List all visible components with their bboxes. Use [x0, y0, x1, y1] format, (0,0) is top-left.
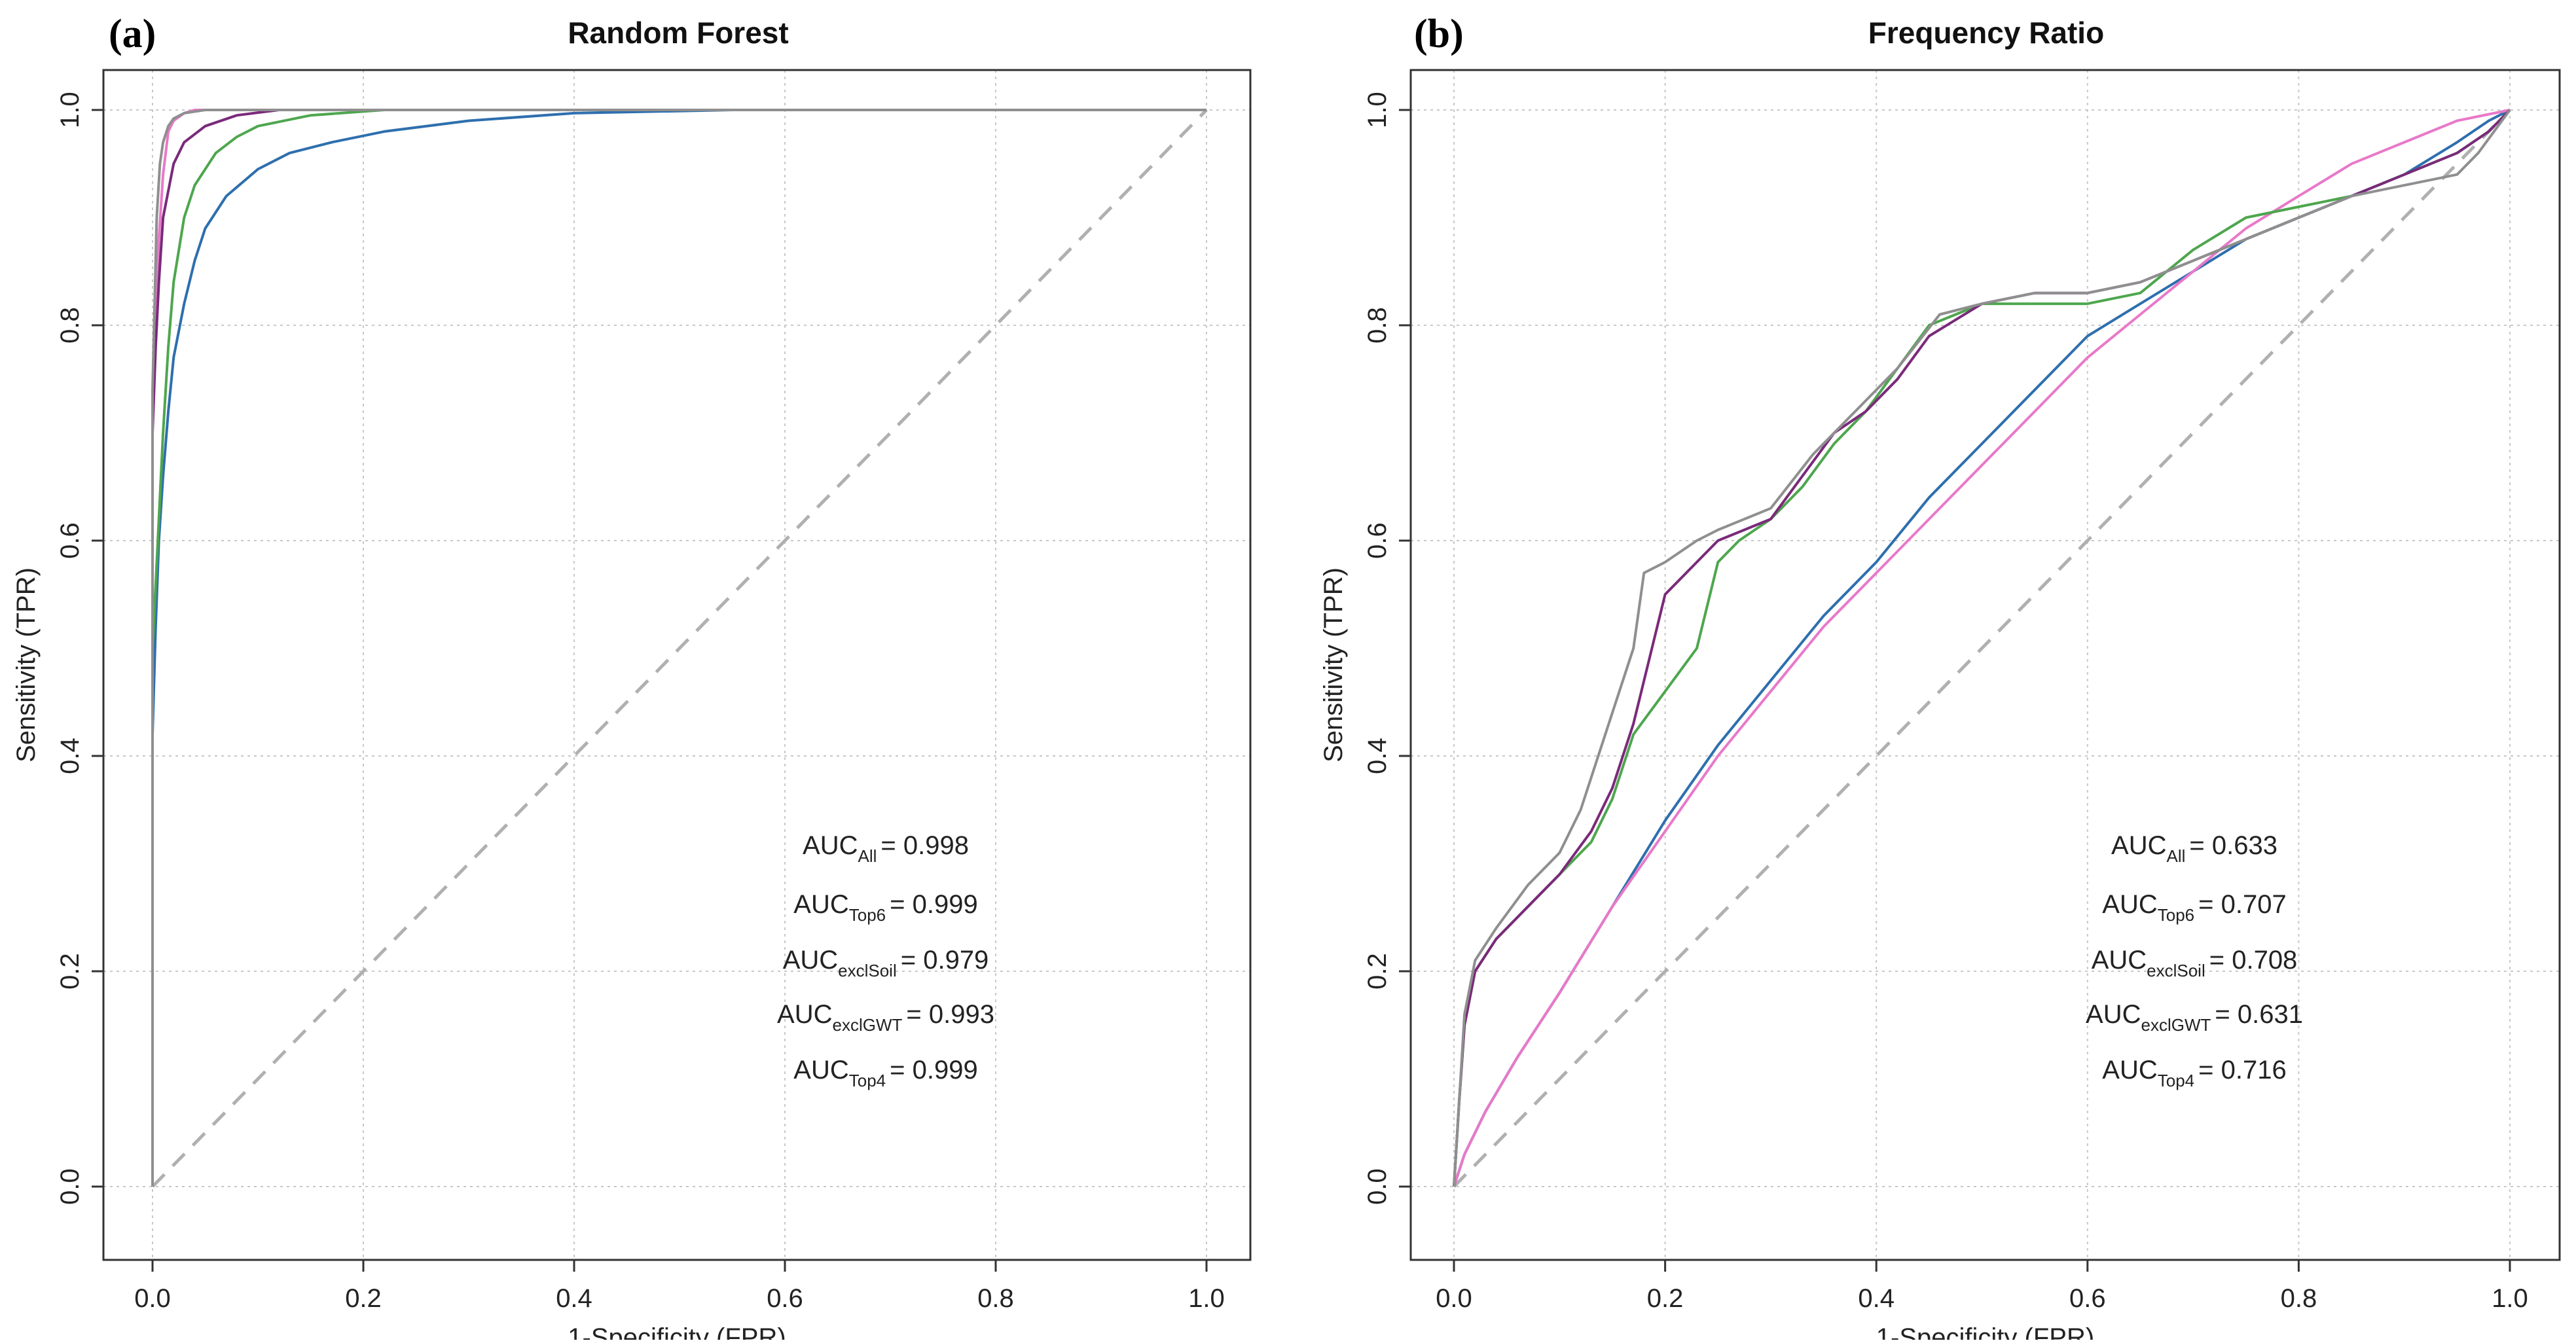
y-tick-label: 0.8 [1363, 307, 1392, 344]
auc-annotation-exclSoil: AUCexclSoil = 0.979 [783, 946, 989, 980]
panel-label: (a) [109, 12, 156, 56]
auc-annotation-Top6: AUCTop6 = 0.999 [793, 890, 977, 925]
auc-annotation-exclGWT: AUCexclGWT = 0.993 [777, 1000, 994, 1035]
x-tick-label: 0.8 [977, 1284, 1014, 1313]
auc-annotation-Top6: AUCTop6 = 0.707 [2102, 890, 2286, 925]
reference-diagonal-line [151, 109, 1208, 1188]
y-tick-label: 0.2 [56, 953, 84, 990]
auc-annotation-All: AUCAll = 0.998 [803, 831, 969, 866]
roc-curve-Top6 [1453, 109, 2511, 1187]
chart-title: Frequency Ratio [1868, 16, 2104, 50]
y-tick-label: 1.0 [56, 92, 84, 128]
y-tick-label: 0.4 [56, 738, 84, 774]
x-tick-label: 0.4 [556, 1284, 592, 1313]
reference-diagonal-line [1453, 109, 2511, 1188]
y-tick-label: 0.4 [1363, 738, 1392, 774]
y-tick-label: 0.6 [56, 522, 84, 559]
y-tick-label: 0.0 [1363, 1168, 1392, 1205]
x-tick-label: 0.8 [2281, 1284, 2317, 1313]
y-tick-label: 0.2 [1363, 953, 1392, 990]
roc-curve-Top4 [1453, 109, 2511, 1187]
plot-frame [102, 69, 1252, 1261]
plot-frame [1409, 69, 2561, 1261]
x-tick-label: 0.0 [134, 1284, 171, 1313]
roc-curve-exclSoil [151, 109, 1206, 1187]
x-tick-label: 1.0 [1188, 1284, 1225, 1313]
auc-annotation-Top4: AUCTop4 = 0.999 [793, 1056, 977, 1090]
x-axis-label: 1-Specificity (FPR) [1876, 1323, 2094, 1340]
x-tick-label: 0.6 [767, 1284, 803, 1313]
auc-annotation-All: AUCAll = 0.633 [2111, 831, 2277, 866]
x-tick-label: 1.0 [2492, 1284, 2528, 1313]
auc-annotation-Top4: AUCTop4 = 0.716 [2102, 1056, 2286, 1090]
y-tick-label: 0.8 [56, 307, 84, 344]
roc-curve-Top4 [151, 109, 1206, 1187]
roc-curve-exclGWT [151, 109, 1206, 1187]
y-tick-label: 0.0 [56, 1168, 84, 1205]
panel-label: (b) [1414, 12, 1464, 56]
auc-annotation-exclGWT: AUCexclGWT = 0.631 [2086, 1000, 2303, 1035]
x-tick-label: 0.6 [2069, 1284, 2106, 1313]
y-axis-label: Sensitivity (TPR) [1319, 567, 1348, 762]
x-axis-label: 1-Specificity (FPR) [568, 1323, 786, 1340]
x-tick-label: 0.2 [345, 1284, 382, 1313]
x-tick-label: 0.4 [1858, 1284, 1895, 1313]
y-tick-label: 0.6 [1363, 522, 1392, 559]
auc-annotation-exclSoil: AUCexclSoil = 0.708 [2092, 946, 2298, 980]
x-tick-label: 0.2 [1647, 1284, 1684, 1313]
y-axis-label: Sensitivity (TPR) [12, 567, 41, 762]
chart-title: Random Forest [568, 16, 788, 50]
x-tick-label: 0.0 [1436, 1284, 1472, 1313]
y-tick-label: 1.0 [1363, 92, 1392, 128]
